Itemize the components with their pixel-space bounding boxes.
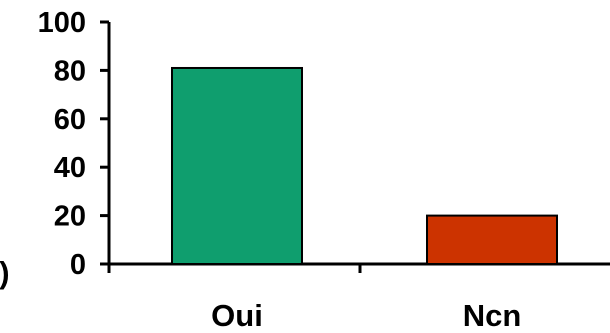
x-category-label-oui: Oui <box>211 298 263 333</box>
y-tick-label: 80 <box>54 55 86 87</box>
y-tick-label: 40 <box>54 152 86 184</box>
y-tick-label: 100 <box>38 7 86 39</box>
bar-oui <box>171 66 303 266</box>
bar-ncn <box>426 214 558 266</box>
y-tick-label: 60 <box>54 104 86 136</box>
y-tick-label: 0 <box>70 249 86 281</box>
y-axis-ticks: 100 80 60 40 20 0 <box>38 7 109 281</box>
y-tick-label: 20 <box>54 201 86 233</box>
cropped-label-fragment: 0) <box>0 255 10 290</box>
x-category-label-ncn: Ncn <box>463 298 522 333</box>
bars-group <box>171 66 558 266</box>
